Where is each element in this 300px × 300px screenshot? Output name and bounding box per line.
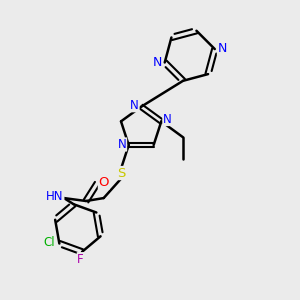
Text: Cl: Cl	[44, 236, 56, 250]
Text: F: F	[77, 253, 84, 266]
Text: O: O	[98, 176, 109, 189]
Text: N: N	[163, 112, 172, 125]
Text: N: N	[130, 99, 139, 112]
Text: N: N	[118, 138, 127, 151]
Text: N: N	[153, 56, 162, 69]
Text: HN: HN	[46, 190, 64, 203]
Text: S: S	[117, 167, 125, 179]
Text: N: N	[218, 42, 227, 55]
